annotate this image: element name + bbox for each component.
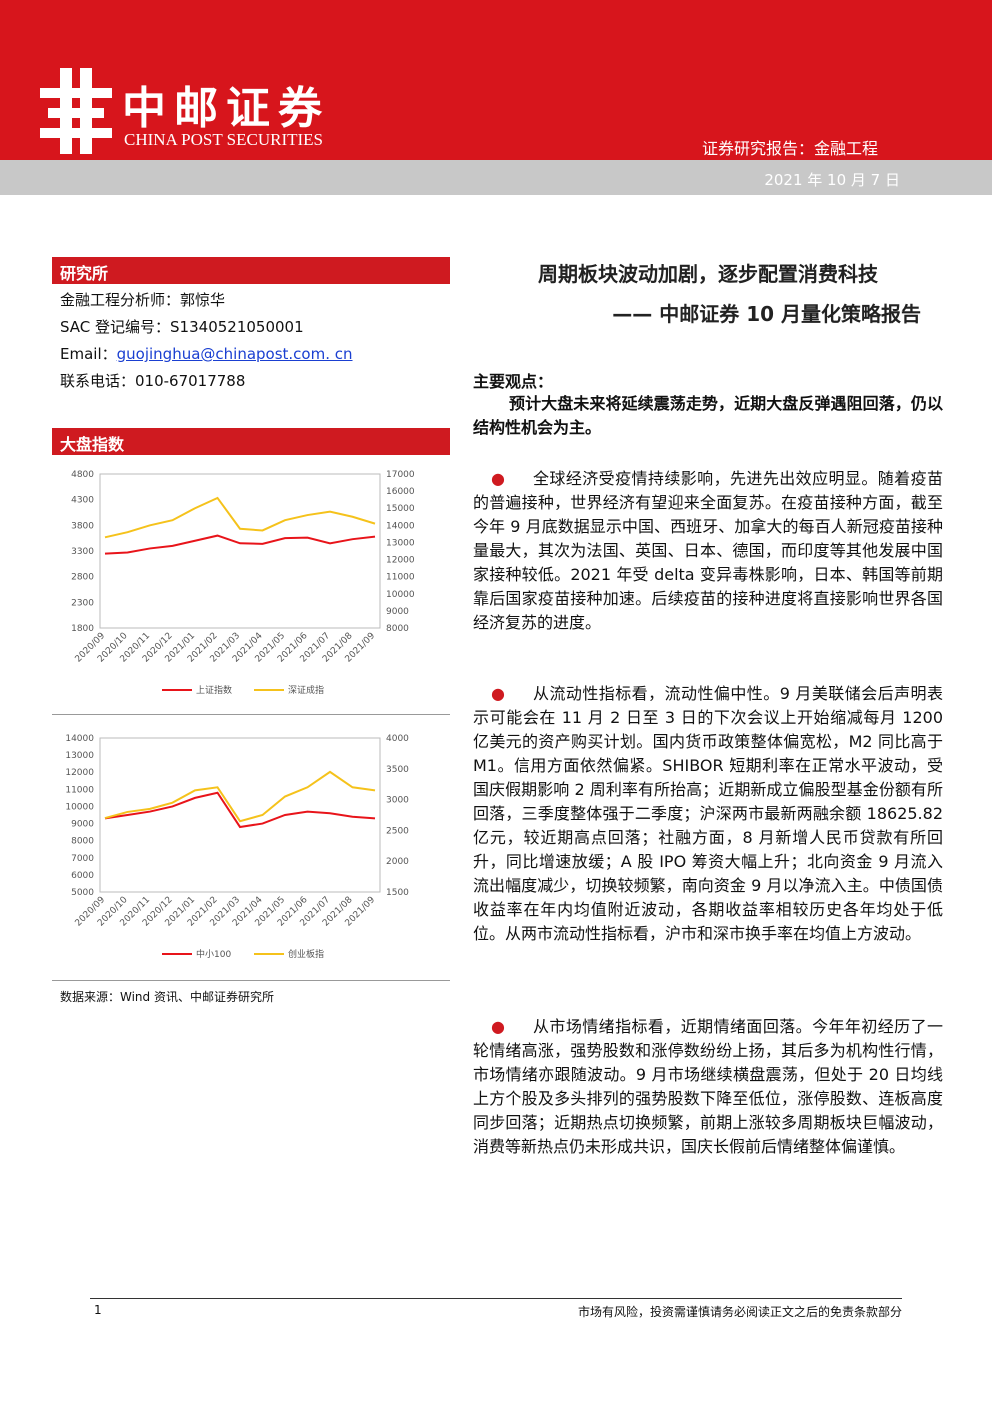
- plot-frame: [99, 737, 381, 893]
- y2-tick-label: 11000: [386, 573, 415, 583]
- line-series: [104, 791, 376, 829]
- line-series: [104, 496, 376, 539]
- report-type: 证券研究报告：金融工程: [702, 139, 879, 158]
- y2-tick-label: 13000: [386, 538, 415, 548]
- y2-tick-label: 2500: [386, 826, 409, 836]
- source: 数据来源：Wind 资讯、中邮证券研究所: [60, 990, 274, 1004]
- logo: [40, 68, 112, 154]
- y2-tick-label: 17000: [386, 470, 415, 480]
- brand-en: CHINA POST SECURITIES: [124, 130, 323, 149]
- email-label: Email：: [60, 345, 117, 363]
- paragraph: ● 从市场情绪指标看，近期情绪面回落。今年年初经历了一轮情绪高涨，强势股数和涨停数…: [473, 1015, 943, 1159]
- y-tick-label: 4800: [71, 470, 94, 480]
- chart: 5000 6000 7000 8000 9000 10000 11000 12000 13000…: [65, 734, 409, 960]
- disclaimer: 市场有风险，投资需谨慎请务必阅读正文之后的免责条款部分: [577, 1305, 902, 1319]
- paragraph-text: 全球经济受疫情持续影响，先进先出效应明显。随着疫苗的普遍接种，世界经济有望迎来全…: [473, 469, 943, 632]
- email-row: Email：guojinghua@chinapost.com. cn: [60, 341, 353, 368]
- y2-tick-label: 15000: [386, 504, 415, 514]
- y-tick-label: 8000: [71, 837, 94, 847]
- key-label: 主要观点：: [473, 372, 554, 391]
- legend-label: 中小100: [196, 948, 231, 960]
- bullet: ●: [491, 684, 505, 703]
- y-tick-label: 5000: [71, 888, 94, 898]
- legend-label: 上证指数: [196, 684, 232, 696]
- divider: [52, 980, 450, 981]
- title: 周期板块波动加剧，逐步配置消费科技: [538, 262, 878, 286]
- y2-tick-label: 14000: [386, 521, 415, 531]
- divider: [52, 714, 450, 715]
- plot-frame: [99, 473, 381, 629]
- y-tick-label: 3300: [71, 547, 94, 557]
- bullet: ●: [491, 469, 505, 488]
- y2-tick-label: 12000: [386, 556, 415, 566]
- paragraph: ● 从流动性指标看，流动性偏中性。9 月美联储会后声明表示可能会在 11 月 2 …: [473, 682, 943, 946]
- y-tick-label: 11000: [65, 785, 94, 795]
- paragraph: ● 全球经济受疫情持续影响，先进先出效应明显。随着疫苗的普遍接种，世界经济有望迎来…: [473, 467, 943, 635]
- analyst: 金融工程分析师：郭惊华: [60, 291, 226, 309]
- footer-line: [90, 1298, 902, 1299]
- sac: SAC 登记编号：S1340521050001: [60, 318, 304, 336]
- bullet: ●: [491, 1017, 505, 1036]
- paragraph-text: 从市场情绪指标看，近期情绪面回落。今年年初经历了一轮情绪高涨，强势股数和涨停数纷…: [473, 1017, 943, 1156]
- page-number: 1: [94, 1303, 102, 1317]
- section-title: 大盘指数: [52, 428, 450, 455]
- y2-tick-label: 10000: [386, 590, 415, 600]
- subtitle: —— 中邮证券 10 月量化策略报告: [612, 302, 921, 326]
- chart: 1800 2300 2800 3300 3800 4300 4800 8000 9000 1000…: [71, 470, 415, 696]
- y-tick-label: 12000: [65, 768, 94, 778]
- date-bar: 2021 年 10 月 7 日: [0, 160, 992, 195]
- y-tick-label: 2800: [71, 573, 94, 583]
- y2-tick-label: 3000: [386, 796, 409, 806]
- date: 2021 年 10 月 7 日: [764, 171, 900, 189]
- y-tick-label: 13000: [65, 751, 94, 761]
- line-series: [104, 534, 376, 555]
- line-series: [104, 770, 376, 823]
- y-tick-label: 2300: [71, 598, 94, 608]
- brand: 中邮证券: [122, 83, 330, 134]
- header-band: 中邮证券 CHINA POST SECURITIES 证券研究报告：金融工程: [0, 0, 992, 160]
- y-tick-label: 7000: [71, 854, 94, 864]
- y2-tick-label: 16000: [386, 487, 415, 497]
- section-title: 研究所: [52, 257, 450, 284]
- y2-tick-label: 9000: [386, 607, 409, 617]
- y-tick-label: 4300: [71, 496, 94, 506]
- y2-tick-label: 8000: [386, 624, 409, 634]
- key-text: 预计大盘未来将延续震荡走势，近期大盘反弹遇阻回落，仍以结构性机会为主。: [473, 394, 943, 437]
- paragraph-text: 从流动性指标看，流动性偏中性。9 月美联储会后声明表示可能会在 11 月 2 日…: [473, 684, 943, 943]
- y-tick-label: 3800: [71, 521, 94, 531]
- phone: 联系电话：010-67017788: [60, 372, 246, 390]
- legend-label: 深证成指: [288, 684, 324, 696]
- y-tick-label: 10000: [65, 802, 94, 812]
- y-tick-label: 6000: [71, 871, 94, 881]
- legend-label: 创业板指: [288, 948, 324, 960]
- analyst-info: 金融工程分析师：郭惊华 SAC 登记编号：S1340521050001 Emai…: [60, 287, 353, 395]
- y-tick-label: 14000: [65, 734, 94, 744]
- email[interactable]: guojinghua@chinapost.com. cn: [116, 345, 353, 363]
- y2-tick-label: 4000: [386, 734, 409, 744]
- y2-tick-label: 1500: [386, 888, 409, 898]
- y-tick-label: 9000: [71, 820, 94, 830]
- y-tick-label: 1800: [71, 624, 94, 634]
- y2-tick-label: 2000: [386, 857, 409, 867]
- y2-tick-label: 3500: [386, 765, 409, 775]
